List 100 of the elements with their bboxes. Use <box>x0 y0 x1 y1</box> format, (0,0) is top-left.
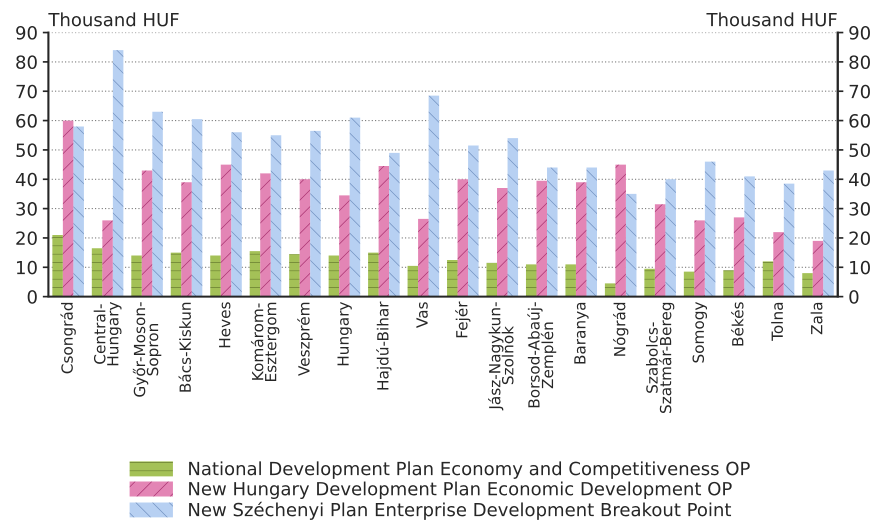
bar <box>328 256 340 297</box>
bar <box>350 118 360 297</box>
bar <box>92 248 102 297</box>
bar <box>458 179 468 297</box>
x-tick-label: Bács-Kiskun <box>178 302 191 392</box>
x-tick-label: Hajdú-Bihar <box>376 301 392 390</box>
x-tick-label: Békés <box>731 302 744 346</box>
bar <box>497 188 508 297</box>
y-tick-label: 0 <box>28 290 37 304</box>
y-tick-label: 30 <box>16 202 37 216</box>
x-tick-label: Heves <box>219 302 230 348</box>
bar <box>486 262 498 297</box>
bar <box>192 119 202 297</box>
bar <box>468 146 479 297</box>
x-tick-label: Fejér <box>455 301 471 338</box>
bar <box>73 126 84 297</box>
bar <box>112 50 124 297</box>
bar <box>812 240 824 297</box>
bar <box>536 180 548 297</box>
bar <box>823 170 834 297</box>
bar <box>428 96 440 297</box>
legend-label: National Development Plan Economy and Competitiveness OP <box>189 461 750 479</box>
legend-label: New Széchenyi Plan Enterprise Development Breakout Point <box>189 502 732 520</box>
bar <box>684 272 694 297</box>
y-tick-label: 80 <box>16 55 37 70</box>
bar <box>744 176 755 297</box>
y2-tick-label: 10 <box>850 260 870 274</box>
bar <box>52 235 63 297</box>
y2-tick-label: 40 <box>849 172 870 186</box>
y-tick-label: 50 <box>16 143 37 158</box>
bar <box>447 260 458 297</box>
bar <box>389 152 400 297</box>
y-axis-title: Thousand HUF <box>48 12 179 26</box>
y-tick-label: 60 <box>16 114 37 128</box>
bar <box>289 254 300 297</box>
x-tick-label: Veszprém <box>297 302 313 376</box>
x-tick-label: Csongrád <box>60 302 76 374</box>
bar <box>231 132 242 297</box>
x-tick-label: Zala <box>810 302 822 334</box>
y2-tick-label: 60 <box>849 114 870 128</box>
bar <box>762 261 774 297</box>
y2-axis-title: Thousand HUF <box>706 12 837 26</box>
y2-tick-label: 20 <box>850 231 870 246</box>
bar <box>615 164 626 297</box>
y2-tick-label: 0 <box>849 290 858 304</box>
bar <box>644 268 655 297</box>
y-tick-label: 10 <box>16 260 37 274</box>
x-tick-label: Tolna <box>771 302 783 341</box>
x-tick-label: Baranya <box>574 302 589 364</box>
legend-label: New Hungary Development Plan Economic Development OP <box>189 482 732 500</box>
bar <box>142 170 152 297</box>
bar <box>654 204 666 297</box>
bar <box>734 217 744 297</box>
y-tick-label: 70 <box>16 84 37 98</box>
y2-tick-label: 50 <box>850 143 870 158</box>
y-tick-label: 90 <box>16 26 37 40</box>
y2-tick-label: 90 <box>849 26 870 40</box>
bar <box>565 264 576 297</box>
x-tick-label: Hungary <box>337 302 352 366</box>
bar <box>250 251 260 297</box>
bar <box>418 218 429 297</box>
bar <box>102 220 113 297</box>
bar <box>378 166 390 297</box>
bar <box>131 256 142 297</box>
bar <box>152 112 163 297</box>
bar <box>270 135 282 297</box>
x-tick-label: Nógrád <box>612 302 628 356</box>
bar <box>408 266 418 297</box>
bar <box>62 120 74 297</box>
y-tick-label: 40 <box>16 172 37 186</box>
bar <box>220 164 232 297</box>
bar <box>310 130 321 297</box>
bar <box>784 184 794 297</box>
y2-tick-label: 80 <box>849 55 870 70</box>
bar <box>626 194 636 297</box>
bar <box>210 256 221 297</box>
bar <box>576 182 586 297</box>
bar <box>368 252 379 297</box>
x-tick-label: Borsod-Abaúj- Zemplén <box>527 302 556 408</box>
bar <box>802 273 813 297</box>
bar <box>704 162 716 297</box>
bar <box>300 179 310 297</box>
x-tick-label: Komárom- Esztergom <box>250 302 280 381</box>
bar <box>586 168 598 297</box>
bar <box>526 264 536 297</box>
x-tick-label: Jász-Nagykun- Szolnok <box>488 302 514 410</box>
bar <box>547 168 558 297</box>
bar <box>694 220 705 297</box>
bar <box>604 283 616 297</box>
bar <box>665 179 676 297</box>
y2-tick-label: 30 <box>850 202 870 216</box>
x-tick-label: Vas <box>416 302 428 328</box>
x-tick-label: Szabolcs- Szatmár-Bereg <box>646 302 674 413</box>
y-tick-label: 20 <box>16 231 37 246</box>
bar <box>181 182 192 297</box>
bar <box>339 195 350 297</box>
x-tick-label: Somogy <box>692 302 708 362</box>
bar <box>170 252 182 297</box>
bar <box>773 232 784 297</box>
bar <box>260 173 271 297</box>
